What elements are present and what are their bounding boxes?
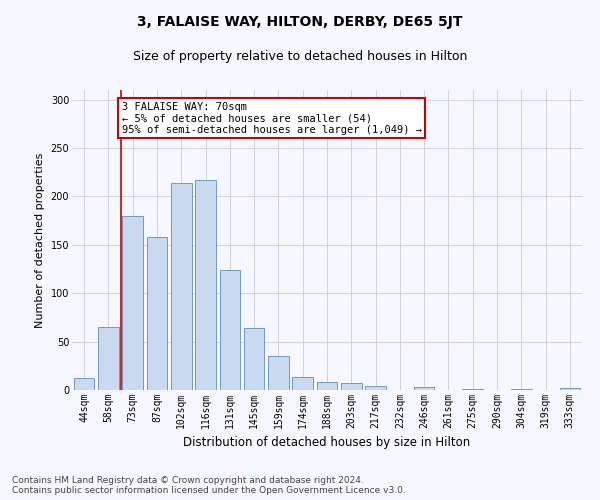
Bar xyxy=(292,378,313,390)
Bar xyxy=(244,328,265,390)
Bar xyxy=(122,216,143,390)
Bar xyxy=(98,327,119,390)
Text: Contains HM Land Registry data © Crown copyright and database right 2024.
Contai: Contains HM Land Registry data © Crown c… xyxy=(12,476,406,495)
Bar xyxy=(171,183,191,390)
Bar xyxy=(195,180,216,390)
Bar xyxy=(414,387,434,390)
Bar xyxy=(74,378,94,390)
X-axis label: Distribution of detached houses by size in Hilton: Distribution of detached houses by size … xyxy=(184,436,470,450)
Text: 3 FALAISE WAY: 70sqm
← 5% of detached houses are smaller (54)
95% of semi-detach: 3 FALAISE WAY: 70sqm ← 5% of detached ho… xyxy=(122,102,422,135)
Text: 3, FALAISE WAY, HILTON, DERBY, DE65 5JT: 3, FALAISE WAY, HILTON, DERBY, DE65 5JT xyxy=(137,15,463,29)
Bar xyxy=(341,383,362,390)
Bar xyxy=(220,270,240,390)
Y-axis label: Number of detached properties: Number of detached properties xyxy=(35,152,45,328)
Bar xyxy=(463,389,483,390)
Text: Size of property relative to detached houses in Hilton: Size of property relative to detached ho… xyxy=(133,50,467,63)
Bar xyxy=(268,356,289,390)
Bar xyxy=(365,386,386,390)
Bar xyxy=(511,389,532,390)
Bar xyxy=(317,382,337,390)
Bar xyxy=(146,237,167,390)
Bar xyxy=(560,388,580,390)
